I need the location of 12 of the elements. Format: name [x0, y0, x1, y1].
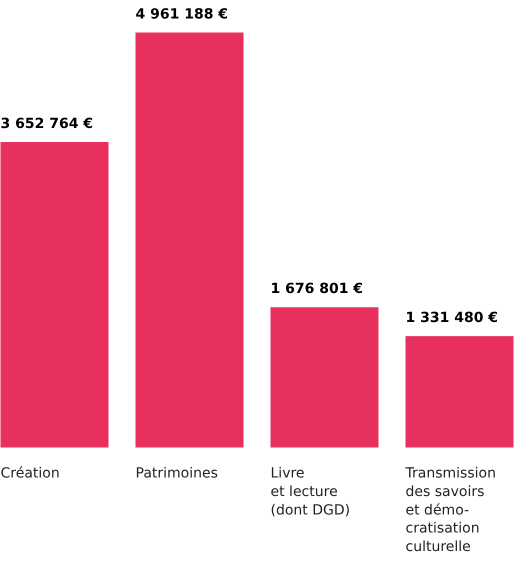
bar [406, 336, 514, 448]
data-label: 1 331 480 € [406, 310, 498, 326]
bar [0, 142, 108, 448]
x-tick-label: Patrimoines [136, 466, 218, 482]
data-label: 1 676 801 € [270, 281, 364, 298]
data-label: 4 961 188 € [136, 6, 228, 22]
x-tick-label: Transmission des savoirs et démo- cratisation culturelle [404, 466, 496, 556]
bar [270, 307, 378, 448]
bar [136, 32, 244, 448]
x-tick-label: Livre et lecture (dont DGD) [270, 466, 350, 518]
x-tick-label: Création [0, 466, 60, 482]
data-label: 3 652 764 € [0, 116, 94, 132]
